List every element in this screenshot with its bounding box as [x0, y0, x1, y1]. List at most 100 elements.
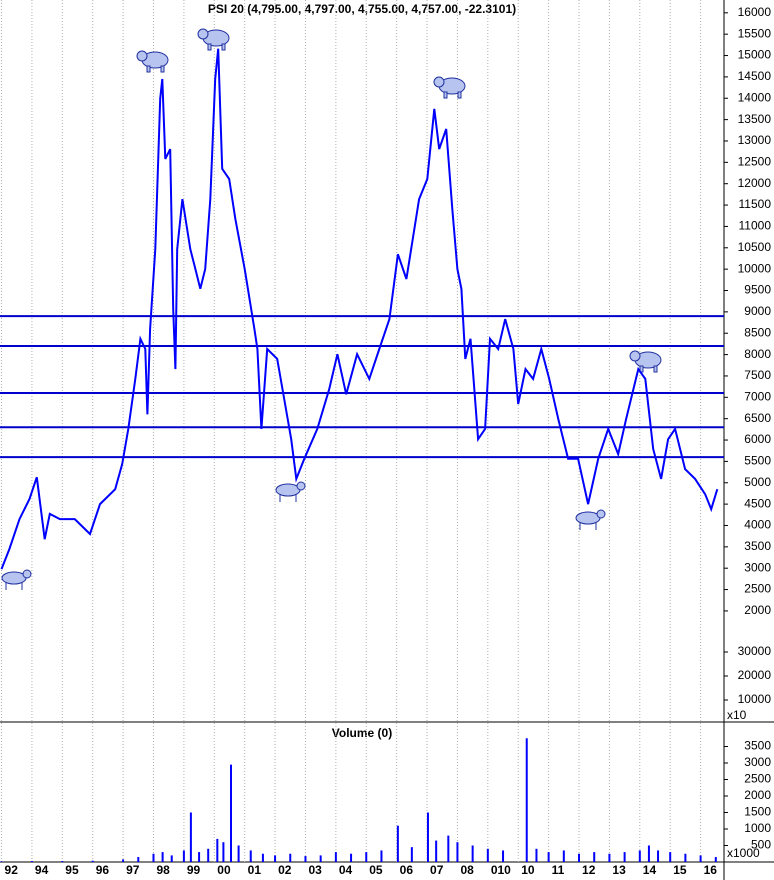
bull-icon: [275, 481, 306, 502]
y-tick-label: 9000: [744, 304, 771, 318]
x-tick-label: 00: [217, 863, 231, 877]
bear-icon: [197, 28, 230, 51]
volume-bar: [486, 848, 489, 862]
x-tick-label: 06: [400, 863, 414, 877]
volume-bar: [91, 860, 94, 862]
volume-bar: [207, 848, 210, 862]
volume-bar: [170, 855, 173, 862]
x-tick-label: 05: [369, 863, 383, 877]
volume-bar: [0, 861, 3, 862]
volume-bar: [562, 850, 565, 862]
volume-bar: [161, 852, 164, 862]
x-tick-label: 12: [582, 863, 596, 877]
volume-bar: [525, 738, 528, 862]
y-tick-label: 3500: [744, 539, 771, 553]
y-tick-label: 7000: [744, 389, 771, 403]
volume-bar: [137, 857, 140, 862]
y-tick-label: 10500: [738, 240, 772, 254]
y-tick-label: 14000: [738, 90, 772, 104]
y3-unit: x10: [727, 708, 747, 722]
y-tick-label: 8000: [744, 347, 771, 361]
y-tick-label: 10000: [738, 261, 772, 275]
y-tick-label: 3000: [744, 560, 771, 574]
y-tick-label: 4500: [744, 496, 771, 510]
volume-bar: [426, 812, 429, 862]
volume-bar: [334, 852, 337, 862]
bear-icon: [136, 50, 169, 73]
volume-bar: [699, 855, 702, 862]
y-tick-label: 2000: [744, 603, 771, 617]
volume-bar: [122, 859, 125, 862]
x-tick-label: 94: [35, 863, 49, 877]
volume-bar: [714, 857, 717, 862]
y-tick-label: 7500: [744, 368, 771, 382]
volume-bar: [229, 764, 232, 862]
x-tick-label: 08: [460, 863, 474, 877]
volume-tick-label: 2000: [744, 788, 771, 802]
volume-bar: [304, 856, 307, 862]
chart-title: PSI 20 (4,795.00, 4,797.00, 4,755.00, 4,…: [208, 2, 516, 16]
volume-bar: [593, 852, 596, 862]
volume-bar: [471, 845, 474, 862]
y-tick-label: 6500: [744, 411, 771, 425]
y-tick-label: 12000: [738, 176, 772, 190]
volume-tick-label: 3000: [744, 755, 771, 769]
bear-icon: [629, 350, 662, 373]
volume-bar: [547, 852, 550, 862]
volume-bar: [319, 855, 322, 862]
y-tick-label: 15000: [738, 48, 772, 62]
volume-bar: [502, 850, 505, 862]
y-tick-label: 11500: [739, 197, 772, 211]
y-tick-label: 5500: [744, 454, 771, 468]
x-tick-label: 02: [278, 863, 292, 877]
volume-bar: [189, 812, 192, 862]
x-tick-label: 15: [673, 863, 687, 877]
volume-bar: [216, 838, 219, 862]
volume-bar: [222, 842, 225, 862]
y-tick-label: 12500: [738, 155, 772, 169]
y-tick-label: 9500: [744, 283, 771, 297]
y3-tick-label: 10000: [738, 692, 772, 706]
x-tick-label: 97: [126, 863, 140, 877]
bull-icon: [575, 509, 606, 530]
volume-bar: [365, 852, 368, 862]
y-tick-label: 5000: [744, 475, 771, 489]
x-tick-label: 04: [339, 863, 353, 877]
volume-bar: [182, 850, 185, 862]
y-tick-label: 8500: [744, 325, 771, 339]
y-tick-label: 2500: [744, 582, 771, 596]
volume-bar: [61, 861, 64, 862]
volume-title: Volume (0): [332, 726, 392, 740]
volume-bar: [638, 850, 641, 862]
volume-bar: [578, 853, 581, 862]
volume-bar: [669, 852, 672, 862]
y-tick-label: 15500: [738, 26, 772, 40]
volume-bar: [435, 840, 438, 862]
volume-bar: [410, 847, 413, 862]
volume-bar: [30, 861, 33, 862]
volume-bar: [261, 853, 264, 862]
x-tick-label: 01: [248, 863, 262, 877]
volume-bar: [684, 853, 687, 862]
x-tick-label: 95: [65, 863, 79, 877]
y3-tick-label: 20000: [738, 668, 772, 682]
volume-bar: [249, 850, 252, 862]
volume-tick-label: 2500: [744, 772, 771, 786]
volume-bar: [535, 848, 538, 862]
x-tick-label: 13: [612, 863, 626, 877]
volume-bar: [152, 853, 155, 862]
volume-bar: [274, 855, 277, 862]
y-tick-label: 16000: [738, 5, 772, 19]
bear-icon: [433, 76, 466, 99]
x-tick-label: 03: [308, 863, 322, 877]
y-tick-label: 14500: [738, 69, 772, 83]
volume-tick-label: 1500: [744, 805, 771, 819]
volume-bar: [350, 853, 353, 862]
volume-unit: x1000: [727, 846, 760, 860]
volume-tick-label: 1000: [744, 821, 771, 835]
y-tick-label: 6000: [744, 432, 771, 446]
y3-tick-label: 30000: [738, 644, 772, 658]
y-tick-label: 11000: [739, 219, 772, 233]
